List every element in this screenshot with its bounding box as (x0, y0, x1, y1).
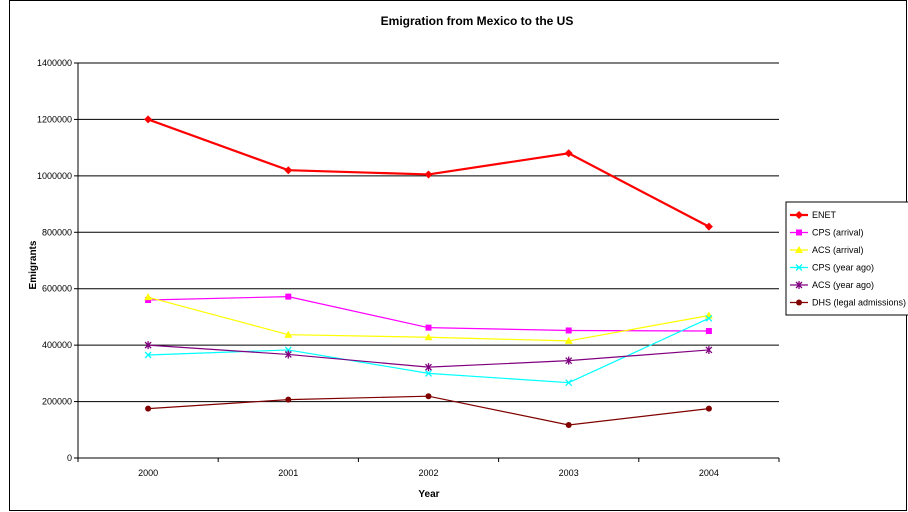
series-line-dhs-legal-admissions (148, 395, 709, 426)
legend-label-acs-year-ago: ACS (year ago) (812, 280, 874, 290)
data-point-enet (284, 166, 293, 175)
x-tick-label: 2004 (699, 468, 719, 478)
data-point-cps-year-ago (425, 369, 432, 377)
legend-box (785, 201, 908, 316)
y-tick-label: 400000 (42, 340, 72, 350)
data-point-enet (144, 115, 153, 124)
y-tick-label: 200000 (42, 397, 72, 407)
legend-marker-enet (795, 211, 803, 219)
chart-svg: Emigration from Mexico to the US Year Em… (28, 14, 908, 500)
legend-label-acs-arrival: ACS (arrival) (812, 245, 864, 255)
data-point-acs-arrival (284, 330, 293, 338)
legend-marker-acs-year-ago (795, 281, 803, 289)
data-point-cps-arrival (425, 324, 432, 331)
y-tick-label: 1200000 (37, 114, 72, 124)
data-point-enet (564, 149, 573, 158)
data-point-cps-year-ago (565, 379, 573, 387)
plot-area: 0 200000 400000 600000 800000 1000000 1200000 1… (37, 58, 780, 478)
data-point-acs-year-ago (565, 356, 573, 365)
x-tick-label: 2000 (138, 468, 158, 478)
data-point-dhs-legal-admissions (285, 396, 292, 403)
data-point-cps-arrival (565, 327, 572, 334)
y-tick-label: 1400000 (37, 58, 72, 68)
y-tick-label: 600000 (42, 284, 72, 294)
legend-marker-dhs-legal-admissions (796, 299, 802, 306)
data-point-acs-arrival (424, 333, 433, 341)
x-tick-label: 2003 (559, 468, 579, 478)
data-point-acs-arrival (564, 336, 573, 344)
data-point-enet (424, 170, 433, 179)
data-point-dhs-legal-admissions (145, 405, 152, 412)
data-point-acs-year-ago (284, 350, 292, 359)
x-tick-label: 2002 (418, 468, 438, 478)
y-tick-label: 800000 (42, 227, 72, 237)
legend-label-enet: ENET (812, 210, 837, 220)
data-point-cps-arrival (285, 293, 292, 300)
data-point-dhs-legal-admissions (565, 421, 572, 428)
legend: ENET CPS (arrival) ACS (arrival) CPS (year … (785, 201, 908, 316)
chart-title: Emigration from Mexico to the US (381, 14, 574, 28)
data-point-dhs-legal-admissions (425, 393, 432, 400)
data-point-acs-year-ago (425, 363, 432, 372)
legend-marker-cps-arrival (796, 229, 802, 236)
legend-label-cps-arrival: CPS (arrival) (812, 228, 864, 238)
data-point-cps-year-ago (705, 314, 713, 322)
data-point-enet (704, 222, 713, 231)
chart-area: Emigration from Mexico to the US Year Em… (9, 0, 908, 511)
y-tick-label: 1000000 (37, 171, 72, 181)
data-point-acs-year-ago (705, 345, 713, 354)
x-axis-title: Year (418, 489, 439, 500)
data-point-acs-arrival (144, 293, 153, 301)
legend-marker-acs-arrival (795, 246, 803, 253)
x-tick-label: 2001 (278, 468, 298, 478)
data-point-cps-arrival (705, 328, 712, 335)
y-axis-title: Emigrants (28, 240, 39, 289)
legend-label-dhs-legal-admissions: DHS (legal admissions) (812, 298, 906, 308)
legend-label-cps-year-ago: CPS (year ago) (812, 263, 874, 273)
y-tick-label: 0 (67, 453, 72, 463)
data-point-dhs-legal-admissions (705, 405, 712, 412)
data-point-acs-year-ago (144, 341, 152, 350)
data-point-cps-year-ago (144, 351, 152, 359)
legend-marker-cps-year-ago (795, 264, 803, 271)
